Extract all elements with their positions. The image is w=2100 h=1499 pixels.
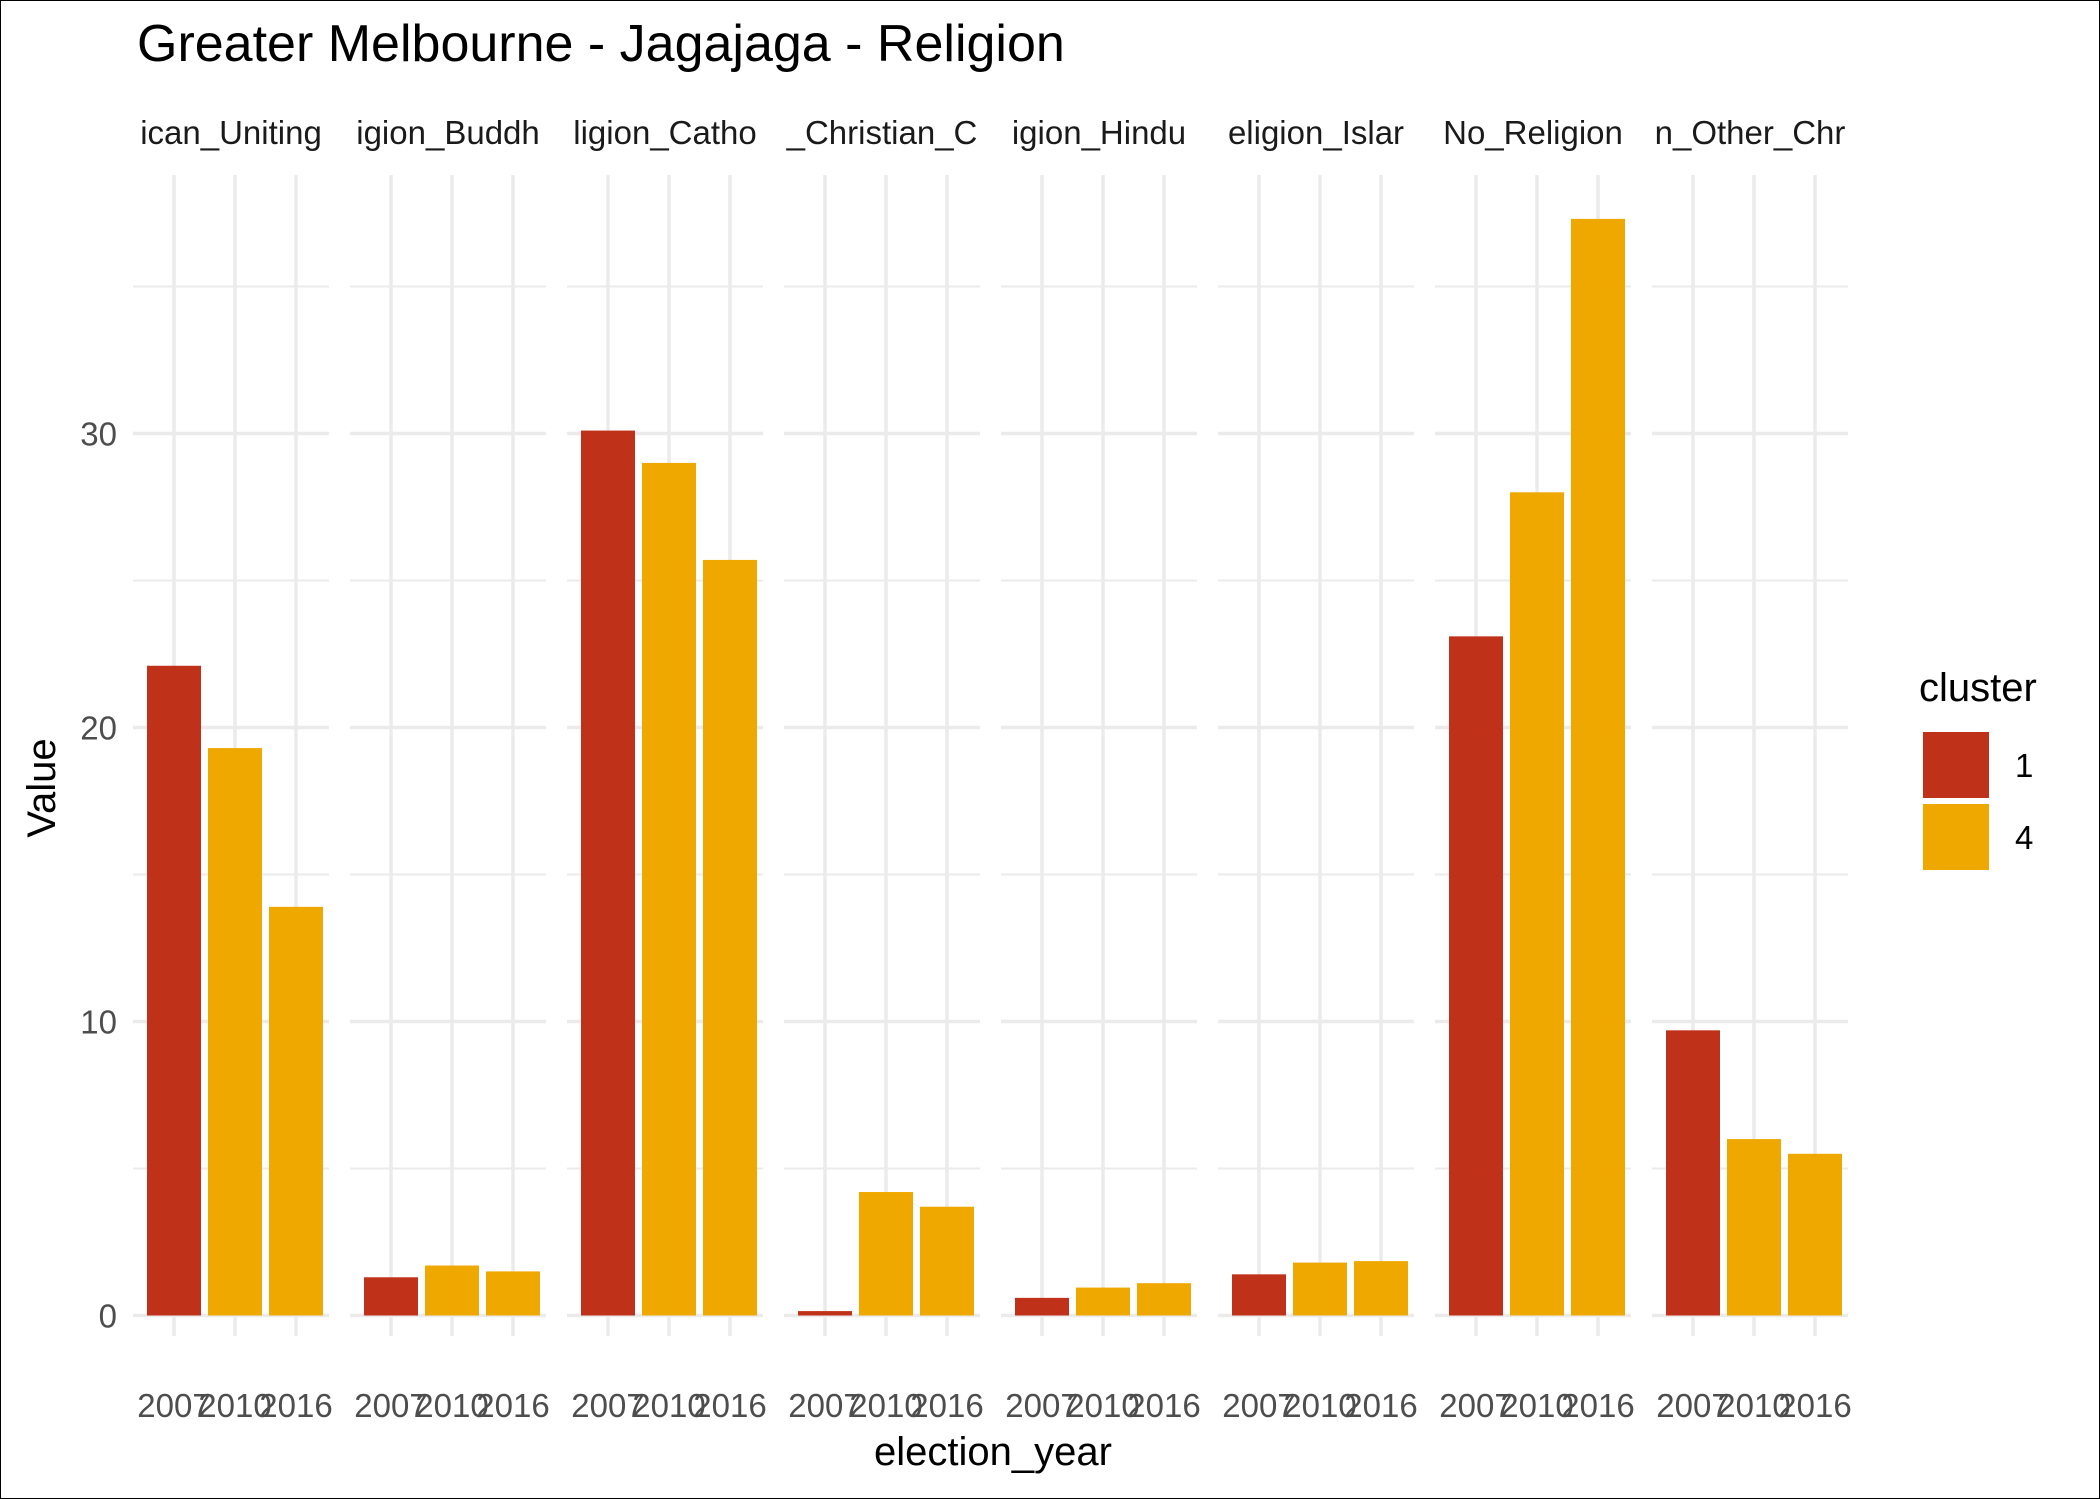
y-axis-ticks: 0 10 20 30 bbox=[80, 416, 117, 1335]
y-tick-label: 10 bbox=[80, 1004, 117, 1041]
bar bbox=[269, 906, 323, 1316]
x-tick-label: 2010 bbox=[415, 1387, 488, 1424]
x-tick-label: 2010 bbox=[1717, 1387, 1790, 1424]
x-tick-label: 2010 bbox=[632, 1387, 705, 1424]
x-tick-label: 2007 bbox=[1222, 1387, 1295, 1424]
x-tick-label: 2010 bbox=[1500, 1387, 1573, 1424]
facet-strip-label: igion_Buddh bbox=[356, 114, 540, 151]
legend-swatch bbox=[1923, 804, 1989, 870]
bar bbox=[581, 430, 635, 1316]
legend-title: cluster bbox=[1919, 666, 2037, 710]
bar bbox=[1293, 1262, 1347, 1316]
x-tick-label: 2016 bbox=[693, 1387, 766, 1424]
bar bbox=[364, 1277, 418, 1316]
y-tick-label: 30 bbox=[80, 416, 117, 453]
bar bbox=[1788, 1153, 1842, 1316]
bar bbox=[1015, 1297, 1069, 1316]
facet-strip-label: _Christian_C bbox=[786, 114, 978, 151]
x-tick-label: 2016 bbox=[1344, 1387, 1417, 1424]
x-tick-label: 2010 bbox=[1283, 1387, 1356, 1424]
facet-strip-label: ican_Uniting bbox=[140, 114, 322, 151]
facet-strip-label: n_Other_Chr bbox=[1655, 114, 1846, 151]
y-axis-title: Value bbox=[20, 738, 64, 837]
x-tick-label: 2007 bbox=[354, 1387, 427, 1424]
x-tick-label: 2010 bbox=[849, 1387, 922, 1424]
legend-items: 14 bbox=[1923, 732, 2033, 870]
legend-label: 4 bbox=[2015, 819, 2033, 856]
x-tick-label: 2007 bbox=[1439, 1387, 1512, 1424]
bar bbox=[1354, 1261, 1408, 1316]
facet-strip-label: igion_Hindu bbox=[1012, 114, 1186, 151]
facet-strip-label: ligion_Catho bbox=[573, 114, 756, 151]
bar bbox=[208, 748, 262, 1316]
facet-strip-label: No_Religion bbox=[1443, 114, 1623, 151]
x-tick-label: 2007 bbox=[137, 1387, 210, 1424]
x-tick-label: 2007 bbox=[1656, 1387, 1729, 1424]
x-axis-title: election_year bbox=[874, 1430, 1112, 1474]
bar bbox=[859, 1192, 913, 1316]
bar bbox=[642, 462, 696, 1316]
legend-label: 1 bbox=[2015, 747, 2033, 784]
bar bbox=[703, 559, 757, 1316]
y-tick-label: 20 bbox=[80, 710, 117, 747]
bar bbox=[147, 665, 201, 1316]
facet-strip-label: eligion_Islar bbox=[1228, 114, 1404, 151]
bar bbox=[1076, 1287, 1130, 1316]
bar bbox=[798, 1311, 852, 1316]
x-tick-label: 2010 bbox=[198, 1387, 271, 1424]
x-tick-label: 2007 bbox=[1005, 1387, 1078, 1424]
y-tick-label: 0 bbox=[99, 1298, 117, 1335]
bar bbox=[1666, 1030, 1720, 1316]
x-tick-label: 2007 bbox=[788, 1387, 861, 1424]
bar bbox=[486, 1271, 540, 1316]
chart-title: Greater Melbourne - Jagajaga - Religion bbox=[137, 15, 1065, 73]
bar bbox=[425, 1265, 479, 1316]
x-tick-label: 2016 bbox=[910, 1387, 983, 1424]
bar bbox=[1510, 492, 1564, 1316]
bar bbox=[1232, 1274, 1286, 1316]
x-tick-label: 2016 bbox=[1561, 1387, 1634, 1424]
x-tick-label: 2016 bbox=[1127, 1387, 1200, 1424]
x-tick-label: 2016 bbox=[1778, 1387, 1851, 1424]
x-tick-label: 2010 bbox=[1066, 1387, 1139, 1424]
bar bbox=[1571, 218, 1625, 1316]
facet-panels: ican_Uniting200720102016igion_Buddh20072… bbox=[133, 114, 1852, 1424]
bar bbox=[1449, 636, 1503, 1316]
x-tick-label: 2016 bbox=[259, 1387, 332, 1424]
x-tick-label: 2007 bbox=[571, 1387, 644, 1424]
x-tick-label: 2016 bbox=[476, 1387, 549, 1424]
bar bbox=[1137, 1283, 1191, 1316]
legend-swatch bbox=[1923, 732, 1989, 798]
legend: cluster 14 bbox=[1919, 666, 2037, 870]
bar bbox=[920, 1206, 974, 1316]
bar bbox=[1727, 1139, 1781, 1316]
